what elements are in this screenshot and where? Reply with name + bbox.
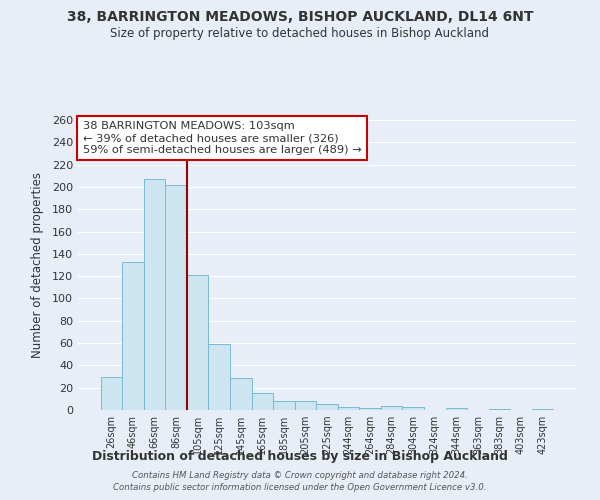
Y-axis label: Number of detached properties: Number of detached properties [31,172,44,358]
Bar [187,275,208,410]
Bar [208,344,230,410]
Bar [101,376,122,410]
Bar [166,184,187,410]
Bar [273,401,295,410]
Text: Contains public sector information licensed under the Open Government Licence v3: Contains public sector information licen… [113,484,487,492]
Bar [144,179,166,410]
Bar [230,378,251,410]
Bar [316,404,338,410]
Text: Size of property relative to detached houses in Bishop Auckland: Size of property relative to detached ho… [110,28,490,40]
Text: 38 BARRINGTON MEADOWS: 103sqm
← 39% of detached houses are smaller (326)
59% of : 38 BARRINGTON MEADOWS: 103sqm ← 39% of d… [83,122,362,154]
Bar [446,408,467,410]
Bar [338,406,359,410]
Bar [122,262,144,410]
Text: Contains HM Land Registry data © Crown copyright and database right 2024.: Contains HM Land Registry data © Crown c… [132,471,468,480]
Bar [381,406,403,410]
Text: Distribution of detached houses by size in Bishop Auckland: Distribution of detached houses by size … [92,450,508,463]
Bar [488,409,510,410]
Bar [251,394,273,410]
Bar [403,406,424,410]
Bar [532,409,553,410]
Bar [295,401,316,410]
Text: 38, BARRINGTON MEADOWS, BISHOP AUCKLAND, DL14 6NT: 38, BARRINGTON MEADOWS, BISHOP AUCKLAND,… [67,10,533,24]
Bar [359,408,381,410]
